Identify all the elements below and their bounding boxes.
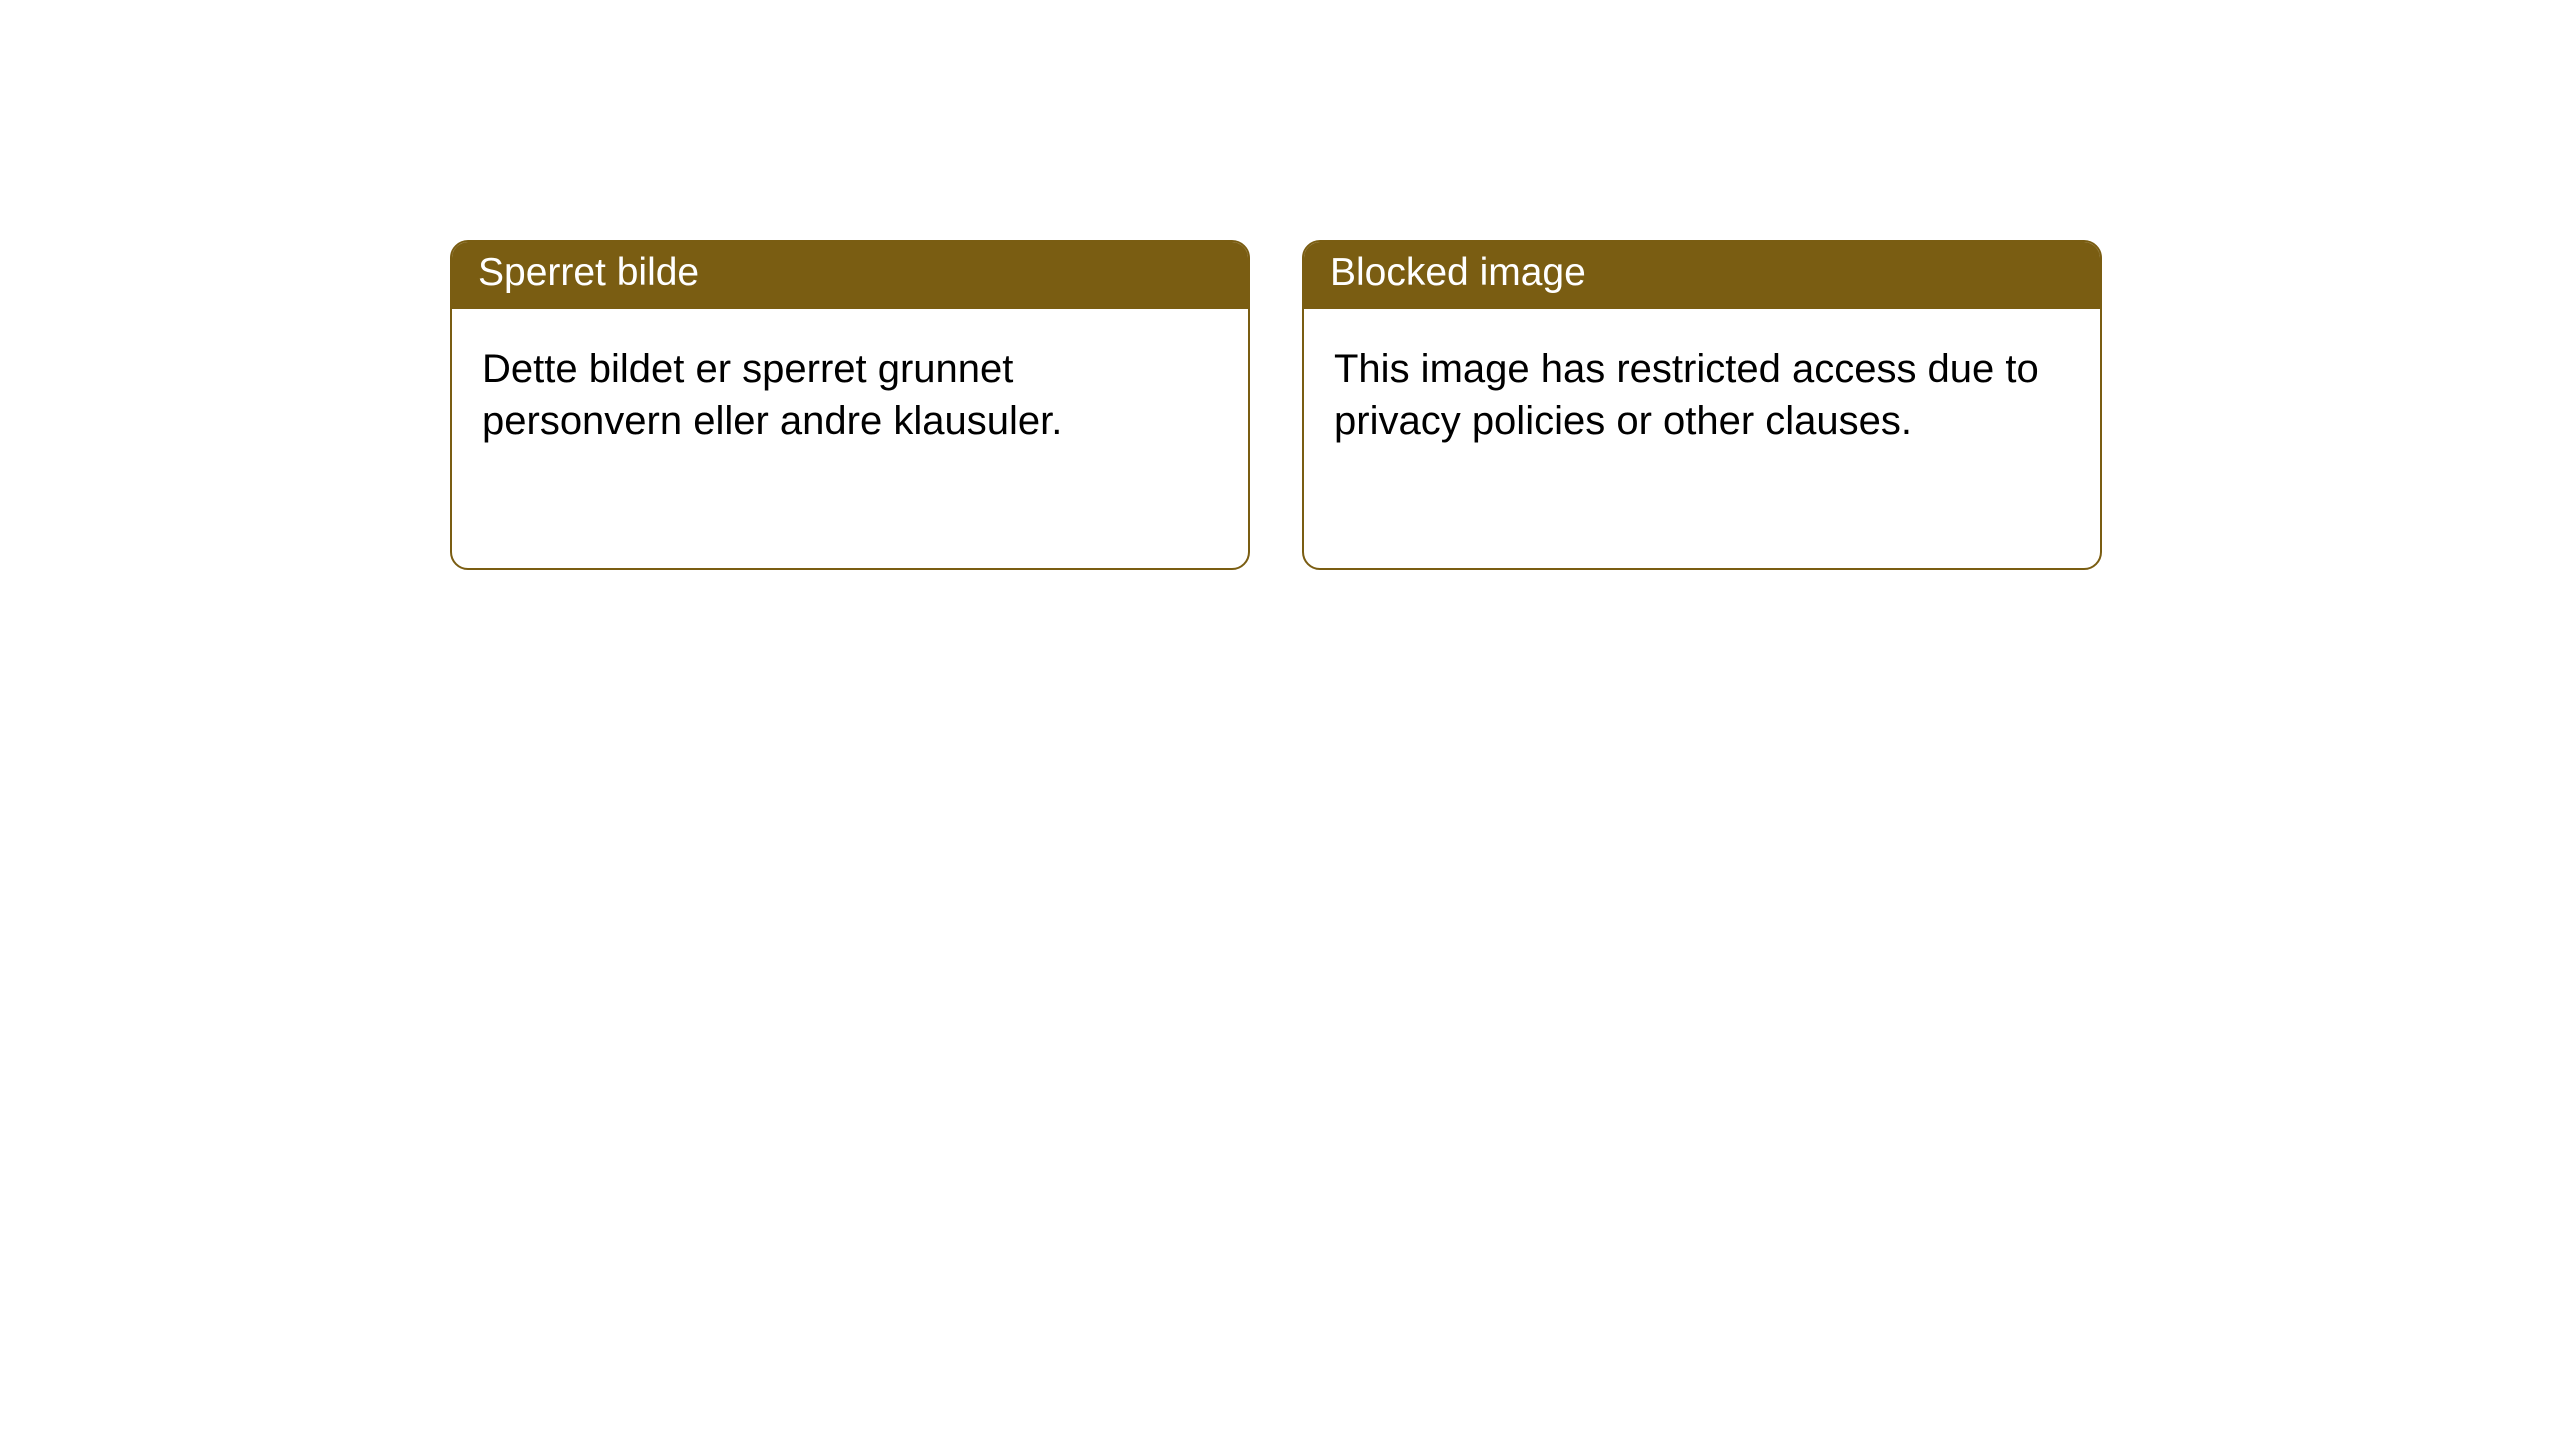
card-title: Blocked image [1304, 242, 2100, 309]
card-title: Sperret bilde [452, 242, 1248, 309]
blocked-image-card-no: Sperret bilde Dette bildet er sperret gr… [450, 240, 1250, 570]
card-body-text: Dette bildet er sperret grunnet personve… [452, 309, 1248, 481]
card-body-text: This image has restricted access due to … [1304, 309, 2100, 481]
notice-cards-row: Sperret bilde Dette bildet er sperret gr… [0, 0, 2560, 570]
blocked-image-card-en: Blocked image This image has restricted … [1302, 240, 2102, 570]
